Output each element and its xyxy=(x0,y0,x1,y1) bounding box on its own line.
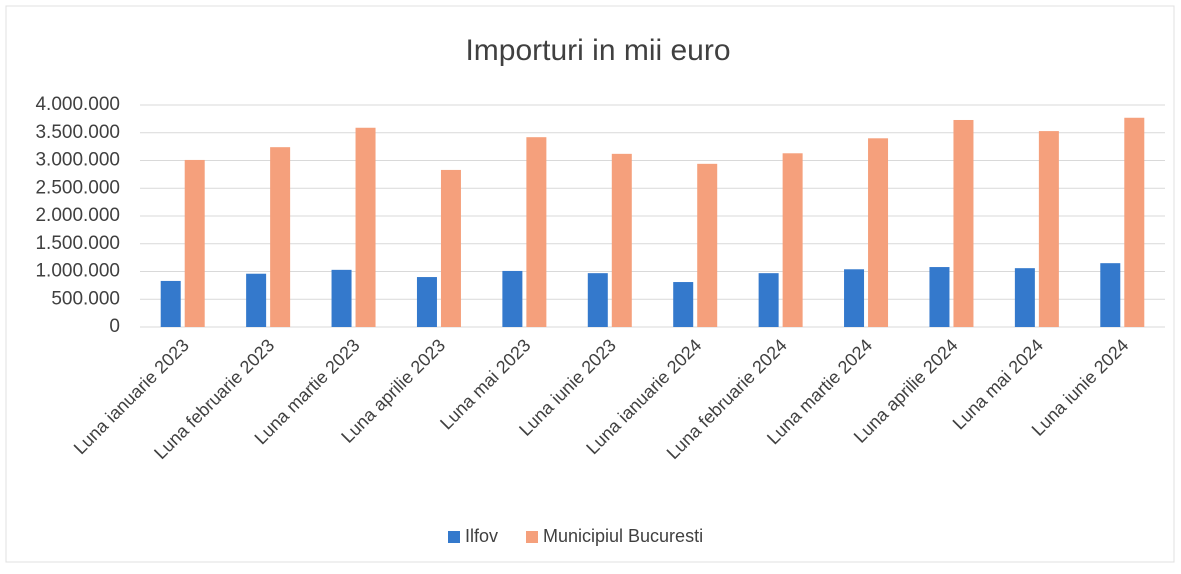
bar xyxy=(929,267,950,327)
bar xyxy=(868,138,889,327)
bar xyxy=(270,147,291,327)
y-tick-label: 1.000.000 xyxy=(35,261,120,282)
bar xyxy=(782,153,803,327)
bar xyxy=(587,273,608,327)
bar xyxy=(758,273,779,327)
y-tick-label: 3.500.000 xyxy=(35,122,120,143)
bar xyxy=(416,277,437,327)
legend-label: Municipiul Bucuresti xyxy=(543,526,703,546)
bar xyxy=(355,127,376,327)
bar xyxy=(611,153,632,327)
bar xyxy=(1014,268,1035,327)
y-tick-label: 2.000.000 xyxy=(35,205,120,226)
bar xyxy=(184,159,205,327)
legend-swatch xyxy=(526,531,538,543)
bar xyxy=(673,282,694,327)
y-tick-label: 500.000 xyxy=(51,288,120,309)
bar xyxy=(160,280,181,327)
bar xyxy=(440,169,461,327)
bar xyxy=(844,269,865,327)
bar xyxy=(502,270,523,327)
bar xyxy=(953,119,974,327)
bar xyxy=(331,269,352,327)
chart-title: Importuri in mii euro xyxy=(465,34,730,67)
y-tick-label: 0 xyxy=(109,316,120,337)
bar xyxy=(697,163,718,327)
bar xyxy=(246,273,267,327)
y-tick-label: 4.000.000 xyxy=(35,94,120,115)
legend-swatch xyxy=(448,531,460,543)
legend-label: Ilfov xyxy=(465,526,498,546)
y-tick-label: 3.000.000 xyxy=(35,150,120,171)
bar xyxy=(1038,131,1059,327)
bar xyxy=(1100,263,1121,327)
bar xyxy=(526,137,547,327)
y-tick-label: 1.500.000 xyxy=(35,233,120,254)
bar xyxy=(1124,117,1145,327)
y-tick-label: 2.500.000 xyxy=(35,177,120,198)
